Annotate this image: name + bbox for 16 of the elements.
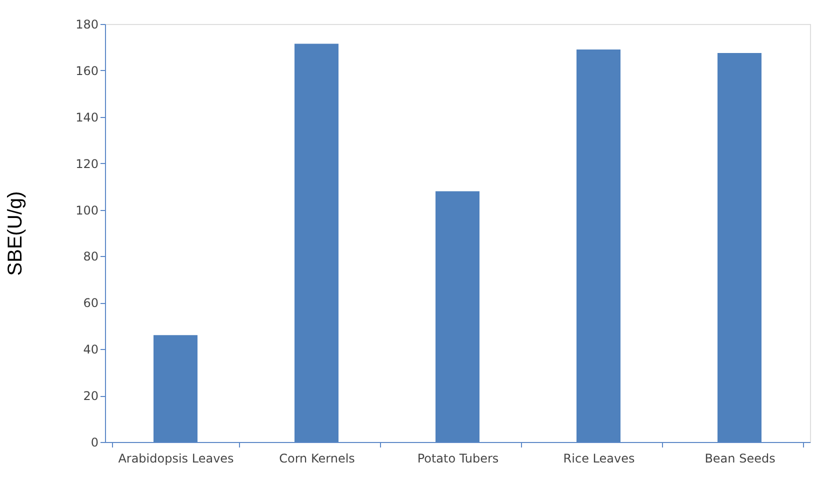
y-tick-label: 100 bbox=[76, 203, 98, 218]
y-tick-label: 80 bbox=[83, 250, 98, 264]
y-axis-title: SBE(U/g) bbox=[4, 191, 27, 276]
y-tick-label: 180 bbox=[76, 18, 98, 32]
y-tick-label: 40 bbox=[83, 342, 98, 357]
x-tick-label: Bean Seeds bbox=[704, 452, 776, 466]
y-tick-label: 0 bbox=[90, 436, 98, 450]
y-tick-label: 140 bbox=[76, 110, 98, 124]
x-tick-label: Rice Leaves bbox=[563, 452, 635, 466]
x-tick-label: Corn Kernels bbox=[279, 452, 355, 466]
y-tick-label: 160 bbox=[76, 64, 98, 78]
y-tick-label: 60 bbox=[83, 296, 98, 310]
x-tick-label: Potato Tubers bbox=[417, 452, 499, 466]
x-tick-label: Arabidopsis Leaves bbox=[118, 452, 234, 466]
y-tick-label: 120 bbox=[76, 156, 98, 171]
y-tick-label: 20 bbox=[83, 389, 98, 404]
